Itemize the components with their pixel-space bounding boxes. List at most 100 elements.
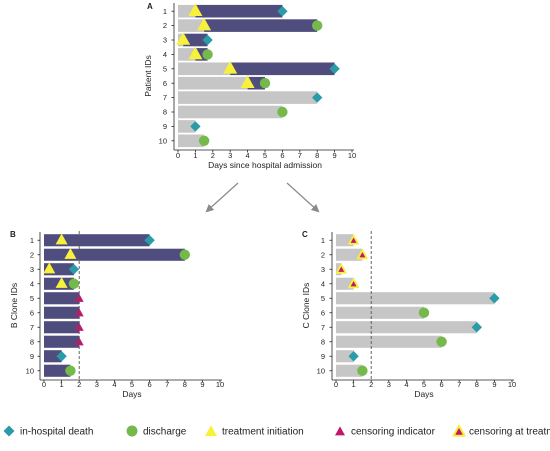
panel-a-death-marker-1: [277, 6, 288, 17]
panel-b-label: B: [10, 230, 16, 239]
panel-a-discharge-marker-2: [312, 20, 323, 31]
panel-a-x-tick-label: 5: [263, 151, 267, 160]
panel-b-x-tick-label: 7: [165, 380, 169, 389]
panel-a-discharge-marker-8: [277, 106, 288, 118]
panel-c-y-axis-label: C Clone IDs: [301, 283, 311, 329]
panel-a-treatment-marker-4: [188, 46, 203, 60]
legend-death-icon: [3, 425, 15, 437]
legend-treatment-icon: [205, 425, 217, 437]
panel-a-x-tick-label: 2: [211, 151, 215, 160]
panel-b-y-tick-label: 9: [30, 352, 34, 361]
panel-b-x-tick-label: 2: [77, 380, 81, 389]
panel-a-label: A: [147, 2, 153, 11]
panel-b-bar-8: [44, 335, 80, 348]
panel-a-discharge-marker-4: [202, 49, 213, 60]
panel-b-bar-1: [44, 234, 150, 247]
panel-b-bar-10: [44, 364, 71, 377]
panel-b-death-marker-1: [144, 235, 155, 246]
legend-discharge-icon: [126, 425, 138, 437]
panel-a-treatment-marker-2: [197, 17, 212, 31]
panel-c-label: C: [302, 230, 308, 239]
panel-c-death-marker-7: [471, 322, 482, 333]
panel-b-death-marker-3: [68, 264, 80, 275]
panel-b-y-tick-label: 1: [30, 236, 34, 245]
panel-c-death-marker-5: [489, 293, 500, 304]
panel-c-bar-9: [336, 350, 354, 363]
panel-a-death-marker-5: [329, 63, 340, 74]
panel-c-y-tick-label: 3: [321, 265, 325, 274]
panel-a-bar-8: [178, 105, 283, 119]
panel-c-censor-treatment-marker-3: [335, 263, 347, 274]
panel-a-treatment-marker-1: [188, 3, 203, 16]
panel-c-y-tick-label: 6: [321, 308, 325, 317]
panel-b-y-axis-label: B Clone IDs: [9, 283, 19, 328]
panel-a-bar-treated-2: [204, 19, 318, 32]
arrow-to-c: [286, 182, 320, 213]
legend-label-in-hospital-death: in-hospital death: [20, 427, 93, 438]
panel-b-x-tick-label: 6: [148, 380, 152, 389]
panel-a-bar-untreated-6: [178, 76, 248, 90]
panel-b-x-tick-label: 9: [200, 380, 204, 389]
panel-c-bar-10: [336, 364, 363, 377]
panel-a-bar-7: [178, 91, 318, 104]
legend-censor-icon: [335, 426, 345, 436]
panel-b-discharge-marker-10: [65, 365, 76, 376]
panel-c-y-tick-label: 8: [321, 337, 325, 346]
panel-a-y-tick-label: 10: [159, 136, 167, 145]
panel-b-x-tick-label: 10: [216, 380, 224, 389]
panel-a-y-tick-label: 1: [163, 7, 167, 16]
panel-a-bar-treated-1: [195, 4, 283, 18]
panel-b-discharge-marker-2: [179, 249, 190, 260]
panel-b-chart: B 0 1 2 3 4 5 6 7 8 9 10 Days B Clone IDs 1 2 3 4 5 6 7 8 9 10: [9, 230, 224, 399]
panel-c-chart: C 0 1 2 3 4 5 6 7 8 9 10 Days C Clone IDs 1 2 3 4 5 6 7 8 9 10: [301, 230, 516, 399]
panel-b-x-tick-label: 8: [183, 380, 187, 389]
panel-b-x-axis-label: Days: [122, 389, 141, 399]
panel-a-discharge-marker-6: [259, 78, 271, 89]
panel-c-x-tick-label: 9: [492, 380, 496, 389]
panel-b-x-tick-label: 4: [112, 380, 116, 389]
panel-b-bar-2: [44, 248, 185, 261]
panel-c-discharge-marker-6: [418, 307, 430, 318]
panel-a-bar-10: [178, 134, 205, 148]
panel-a-y-tick-label: 2: [163, 21, 167, 30]
panel-a-bar-9: [178, 120, 196, 133]
legend-label-discharge: discharge: [143, 427, 187, 438]
panel-c-y-tick-label: 1: [321, 236, 325, 245]
panel-a-x-axis-label: Days since hospital admission: [208, 160, 322, 170]
panel-c-bar-7: [336, 321, 477, 334]
panel-a-y-tick-label: 5: [163, 64, 167, 73]
panel-b-x-tick-label: 5: [130, 380, 134, 389]
panel-c-bar-5: [336, 292, 495, 305]
panel-a-death-marker-7: [312, 92, 323, 103]
panel-b-y-tick-label: 8: [30, 337, 34, 346]
panel-c-bar-6: [336, 306, 424, 319]
panel-b-y-tick-label: 2: [30, 250, 34, 259]
panel-b-treatment-marker-3: [43, 262, 56, 274]
panel-b-treatment-marker-4: [55, 277, 68, 288]
panel-a-discharge-marker-10: [198, 135, 210, 146]
panel-a-death-marker-3: [202, 34, 213, 46]
panel-b-x-tick-label: 3: [95, 380, 99, 389]
panel-a-death-marker-9: [190, 121, 201, 132]
panel-a-y-tick-label: 3: [163, 36, 167, 45]
panel-c-x-tick-label: 10: [508, 380, 516, 389]
panel-b-death-marker-9: [56, 351, 67, 362]
panel-a-x-tick-label: 0: [176, 151, 180, 160]
panel-a-y-tick-label: 7: [163, 93, 167, 102]
panel-c-censor-treatment-marker-4: [348, 278, 360, 289]
panel-a-bar-untreated-2: [178, 19, 205, 32]
panel-a-y-tick-label: 9: [163, 122, 167, 131]
panel-b-bar-5: [44, 292, 80, 305]
legend: in-hospital death discharge treatment init…: [3, 424, 550, 438]
panel-b-treatment-marker-1: [55, 233, 68, 245]
panel-c-x-tick-label: 5: [422, 380, 426, 389]
panel-a-bar-treated-5: [230, 62, 335, 76]
panel-b-bar-7: [44, 321, 80, 334]
panel-a-treatment-marker-3: [176, 32, 191, 45]
panel-c-x-tick-label: 4: [404, 380, 408, 389]
panel-c-y-tick-label: 4: [321, 279, 325, 288]
panel-a-treatment-marker-5: [223, 60, 238, 74]
panel-c-y-tick-label: 2: [321, 250, 325, 259]
panel-a-y-tick-label: 8: [163, 108, 167, 117]
